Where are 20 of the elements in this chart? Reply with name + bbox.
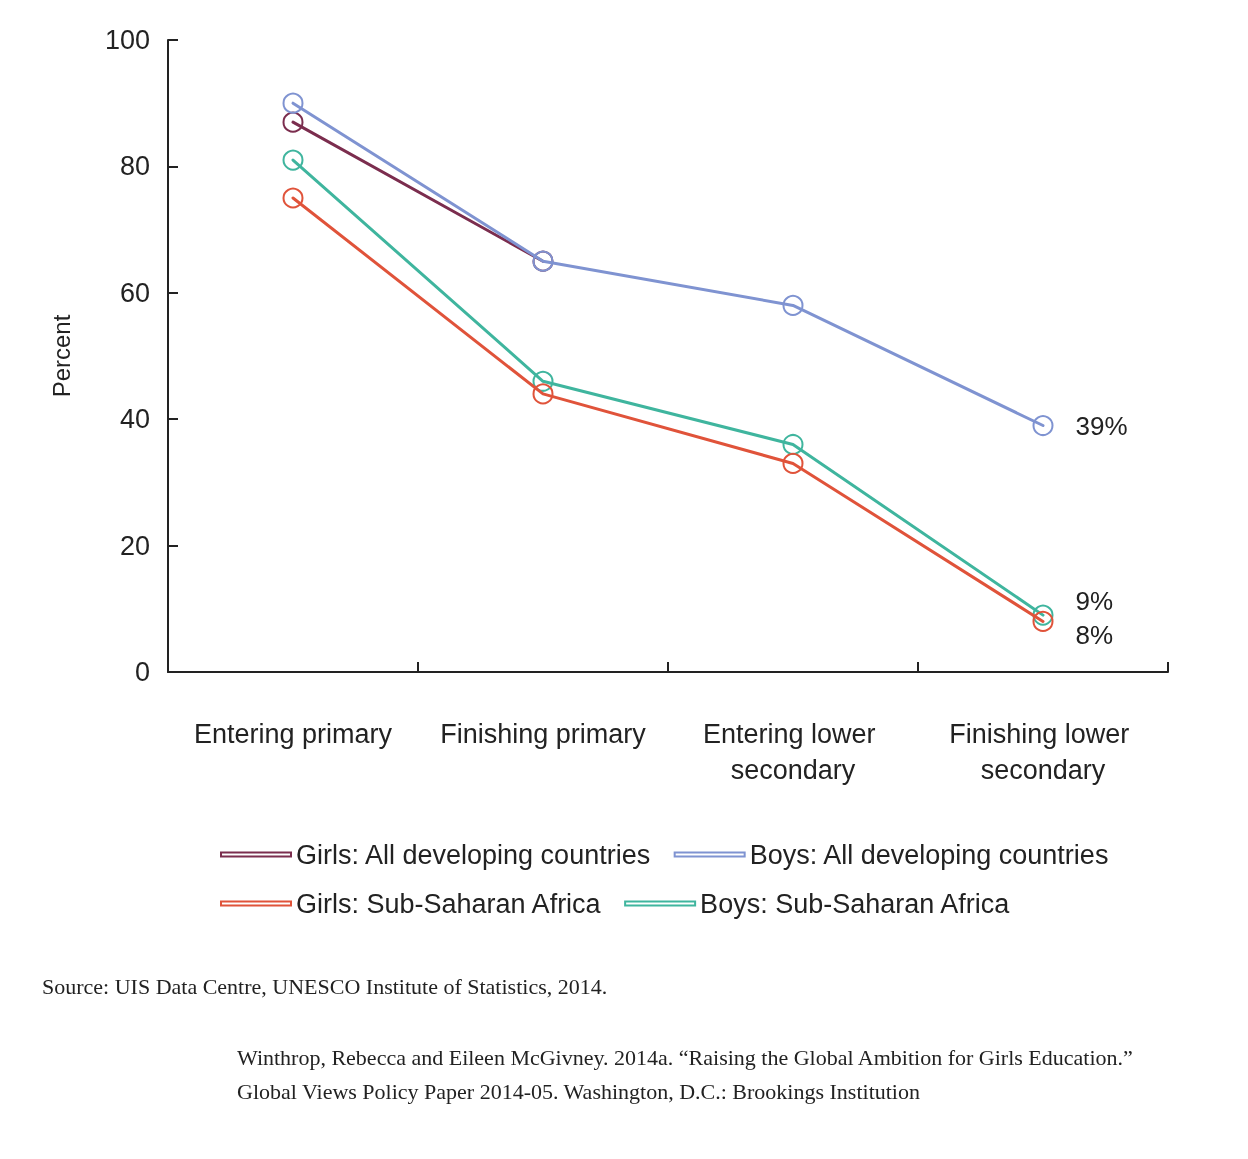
y-tick-label: 80 — [119, 151, 150, 182]
text: Winthrop, Rebecca and Eileen McGivney. 2014a. “Raising the Global Ambition for Girls Education.” Global Views Policy Paper 2014-05. Washington, D.C.: Brookings Institution — [237, 1044, 1139, 1104]
y-axis-title: Percent — [47, 314, 75, 398]
y-tick-label: 100 — [104, 25, 150, 55]
legend-label: Boys: Sub-Saharan Africa — [700, 888, 1011, 919]
legend-label: Boys: All developing countries — [749, 839, 1109, 870]
y-tick-label: 40 — [119, 404, 150, 435]
y-tick-label: 0 — [134, 657, 150, 687]
data-label: 9% — [1075, 586, 1114, 617]
y-tick-label: 20 — [119, 530, 150, 561]
x-tick-label: Entering primary — [193, 719, 393, 749]
data-label: 8% — [1075, 620, 1114, 651]
x-tick-label: Finishing lower secondary — [949, 719, 1137, 785]
x-tick-label: Entering lower secondary — [702, 719, 884, 785]
source-note: Source: UIS Data Centre, UNESCO Institute of Statistics, 2014. — [42, 973, 608, 999]
legend-label: Girls: Sub-Saharan Africa — [296, 888, 602, 919]
legend-label: Girls: All developing countries — [296, 839, 651, 870]
x-tick-label: Finishing primary — [440, 719, 647, 749]
data-label: 39% — [1075, 410, 1128, 441]
y-tick-label: 60 — [119, 277, 150, 308]
